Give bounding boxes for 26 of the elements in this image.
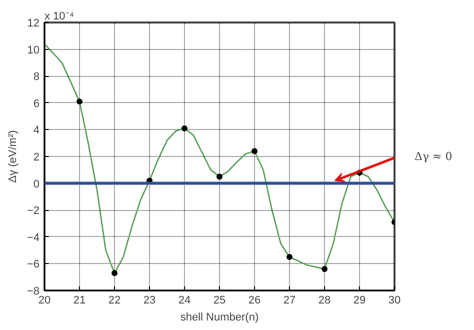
y-tick-label: 8	[33, 71, 40, 84]
y-tick-label: −2	[26, 205, 40, 218]
y-tick-label: 2	[33, 152, 40, 164]
x-tick-label: 29	[353, 294, 366, 306]
x-tick-label: 27	[283, 294, 296, 306]
x-tick-label: 20	[38, 294, 51, 306]
y-tick-label: 0	[33, 178, 40, 190]
x-tick-label: 22	[108, 294, 121, 306]
y-tick-label: 10	[27, 44, 40, 56]
x-tick-label: 21	[73, 294, 86, 306]
x-tick-label: 26	[248, 294, 261, 306]
y-tick-label: −4	[26, 232, 40, 244]
x-tick-label: 24	[178, 294, 191, 306]
x-tick-label: 25	[213, 294, 226, 306]
y-tick-label: 12	[27, 18, 40, 30]
y-tick-label: 6	[33, 98, 40, 110]
text: x 10⁻⁴	[44, 10, 74, 22]
x-tick-label: 28	[318, 294, 331, 306]
y-tick-label: −8	[26, 286, 40, 298]
y-axis-title: Δγ (eV/m²)	[6, 130, 19, 183]
x-tick-label: 23	[143, 294, 156, 306]
ref-line-label: Δγ ≈ 0	[414, 150, 452, 163]
x-axis-title: shell Number(n)	[180, 312, 259, 324]
x-tick-label: 30	[388, 294, 401, 306]
y-tick-label: −6	[26, 258, 40, 271]
y-tick-label: 4	[33, 124, 40, 137]
